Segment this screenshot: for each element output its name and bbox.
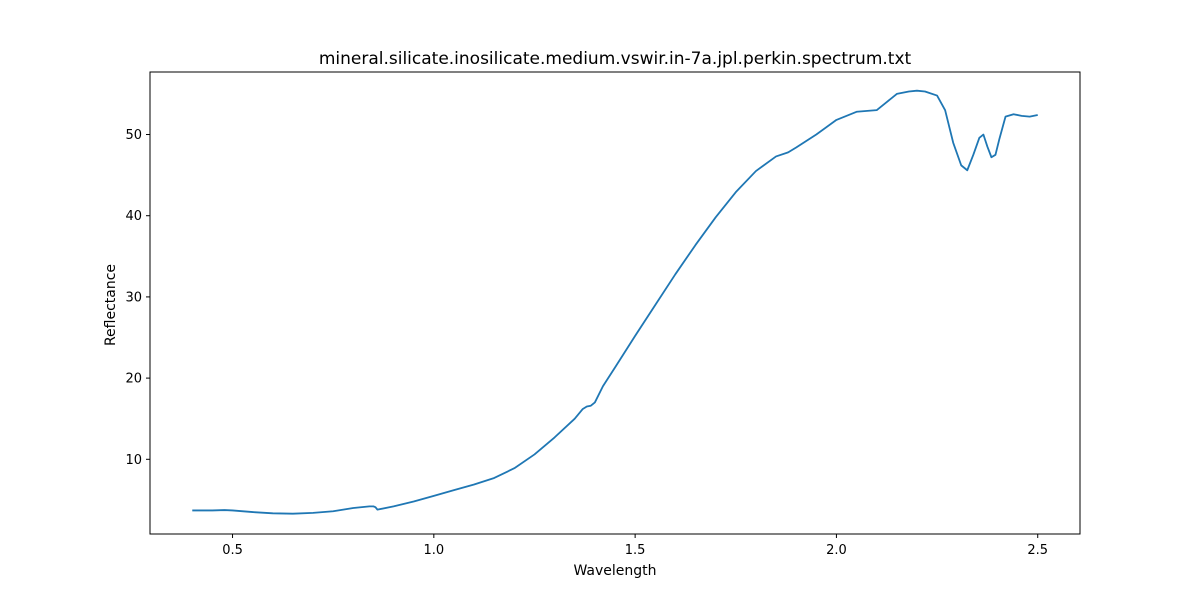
plot-area — [192, 89, 1038, 515]
x-tick-label: 1.0 — [423, 543, 444, 558]
axes-frame — [149, 71, 1081, 535]
x-tick-label: 1.5 — [625, 543, 646, 558]
chart-title: mineral.silicate.inosilicate.medium.vswi… — [319, 49, 912, 69]
y-tick-label: 50 — [125, 128, 142, 143]
x-axis-ticks: 0.5 1.0 1.5 2.0 2.5 — [222, 534, 1048, 558]
x-axis-label: Wavelength — [573, 563, 656, 579]
y-tick-label: 20 — [125, 372, 142, 387]
x-tick-label: 2.5 — [1027, 543, 1048, 558]
y-tick-label: 40 — [125, 209, 142, 224]
spectrum-line-0 — [192, 89, 1038, 515]
y-tick-label: 10 — [125, 453, 142, 468]
y-tick-label: 30 — [125, 290, 142, 305]
x-tick-label: 0.5 — [222, 543, 243, 558]
y-axis-ticks: 10 20 30 40 50 — [125, 128, 150, 468]
y-axis-label: Reflectance — [103, 264, 119, 346]
x-tick-label: 2.0 — [826, 543, 847, 558]
